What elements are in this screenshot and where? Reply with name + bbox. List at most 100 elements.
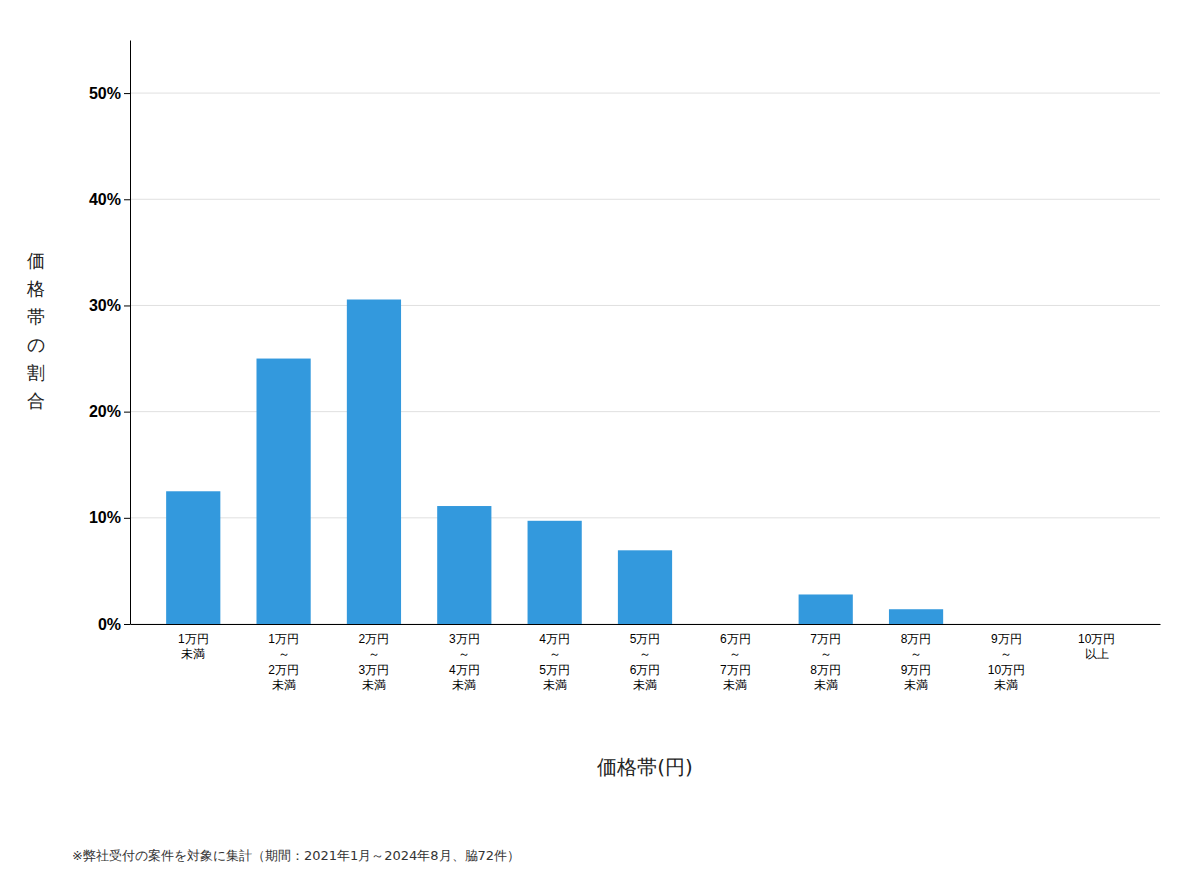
- x-tick-label-line: 未満: [181, 647, 205, 661]
- x-tick-label-line: 未満: [633, 678, 657, 692]
- y-tick-label: 0%: [98, 616, 121, 633]
- bar: [889, 609, 943, 624]
- x-tick-label: 1万円～ 2万円未満: [268, 632, 299, 693]
- y-tick: 40%: [89, 191, 130, 208]
- x-tick-label-line: 7万円: [810, 632, 841, 646]
- x-tick-label-line: ～: [458, 647, 470, 661]
- x-tick: 6万円～ 7万円未満: [720, 632, 751, 693]
- x-tick-label-line: ～: [368, 647, 380, 661]
- x-tick: 1万円未満: [178, 632, 209, 662]
- bar: [618, 550, 672, 624]
- bar: [256, 359, 310, 624]
- x-tick-label-line: 5万円: [539, 663, 570, 677]
- bar: [528, 521, 582, 624]
- footnote: ※弊社受付の案件を対象に集計（期間：2021年1月～2024年8月、脇72件）: [72, 848, 520, 863]
- y-axis-title-char: 帯: [27, 306, 45, 327]
- x-tick-label-line: 3万円: [359, 663, 390, 677]
- x-tick-label-line: 4万円: [539, 632, 570, 646]
- grid-line: [130, 93, 1160, 94]
- x-tick-label: 3万円～ 4万円未満: [449, 632, 480, 693]
- bar: [437, 506, 491, 624]
- x-tick-label: 10万円以上: [1078, 632, 1115, 662]
- x-tick-label-line: 10万円: [1078, 632, 1115, 646]
- chart: 0%10%20%30%40%50%1万円未満1万円～2万円未満2万円～3万円未満…: [0, 0, 1200, 874]
- x-tick-label-line: 未満: [814, 678, 838, 692]
- x-axis-line: [131, 624, 1161, 625]
- x-tick-label-line: 3万円: [449, 632, 480, 646]
- x-tick-label: 5万円～ 6万円未満: [630, 632, 661, 693]
- bar: [799, 594, 853, 624]
- y-tick-mark: [124, 412, 130, 413]
- x-tick-label: 2万円～ 3万円未満: [359, 632, 390, 693]
- y-tick-mark: [124, 518, 130, 519]
- x-tick: 4万円～5万円未満: [539, 632, 570, 693]
- x-tick-label-line: ～: [729, 647, 741, 661]
- bar: [347, 300, 401, 624]
- x-tick-label-line: 6万円: [720, 632, 751, 646]
- x-tick-label-line: 未満: [723, 678, 747, 692]
- y-tick-mark: [124, 93, 130, 94]
- x-tick-label-line: 以上: [1085, 647, 1109, 661]
- x-tick-label-line: 9万円: [991, 632, 1022, 646]
- x-tick: 2万円～ 3万円未満: [359, 632, 390, 693]
- grid-line: [130, 305, 1160, 306]
- x-tick-label-line: 1万円: [178, 632, 209, 646]
- y-tick: 0%: [98, 616, 130, 633]
- bar: [979, 624, 1033, 625]
- y-tick: 10%: [89, 509, 130, 526]
- y-axis-title-char: 合: [27, 390, 45, 411]
- y-tick-label: 10%: [89, 509, 121, 526]
- x-tick-label-line: 10万円: [988, 663, 1025, 677]
- x-axis-title: 価格帯(円): [597, 755, 693, 779]
- x-tick-label-line: 8万円: [810, 663, 841, 677]
- x-tick-label-line: 未満: [994, 678, 1018, 692]
- x-tick-label-line: ～: [278, 647, 290, 661]
- x-tick: 5万円～ 6万円未満: [630, 632, 661, 693]
- plot-area: 0%10%20%30%40%50%1万円未満1万円～2万円未満2万円～3万円未満…: [89, 41, 1161, 693]
- y-tick-label: 40%: [89, 191, 121, 208]
- x-tick-label-line: ～: [820, 647, 832, 661]
- x-tick-label-line: 2万円: [268, 663, 299, 677]
- y-axis-title-char: 格: [26, 278, 45, 299]
- x-tick-label-line: 9万円: [901, 663, 932, 677]
- y-axis: 0% 10% 20% 30% 40% 50%: [89, 41, 131, 633]
- x-tick-label-line: 4万円: [449, 663, 480, 677]
- x-tick: 10万円以上: [1078, 632, 1115, 662]
- x-tick: 1万円～ 2万円未満: [268, 632, 299, 693]
- x-tick-label-line: 1万円: [268, 632, 299, 646]
- x-tick: 8万円～9万円未満: [901, 632, 932, 693]
- x-tick-label-line: 6万円: [630, 663, 661, 677]
- x-tick-label-line: 2万円: [359, 632, 390, 646]
- y-tick: 20%: [89, 403, 130, 420]
- y-axis-title: 価格帯の割合: [26, 250, 45, 411]
- x-tick-label-line: 未満: [904, 678, 928, 692]
- bar: [708, 624, 762, 625]
- x-tick: 7万円～ 8万円未満: [810, 632, 841, 693]
- y-tick-label: 50%: [89, 85, 121, 102]
- y-tick: 30%: [89, 297, 130, 314]
- y-tick-mark: [124, 305, 130, 306]
- y-tick-label: 20%: [89, 403, 121, 420]
- grid: [130, 93, 1160, 624]
- y-tick-mark: [124, 199, 130, 200]
- x-tick-label-line: 7万円: [720, 663, 751, 677]
- y-axis-title-char: の: [27, 334, 45, 355]
- x-tick-label-line: ～: [639, 647, 651, 661]
- y-axis-line: [130, 41, 131, 625]
- y-tick-mark: [124, 624, 130, 625]
- y-tick-label: 30%: [89, 297, 121, 314]
- x-tick-label-line: 8万円: [901, 632, 932, 646]
- bars: [166, 300, 943, 624]
- x-tick-label-line: ～: [549, 647, 561, 661]
- y-tick: 50%: [89, 85, 130, 102]
- x-tick: 3万円～ 4万円未満: [449, 632, 480, 693]
- x-tick-label-line: 未満: [452, 678, 476, 692]
- x-tick-label-line: ～: [1000, 647, 1012, 661]
- x-tick-label: 6万円～ 7万円未満: [720, 632, 751, 693]
- bar: [1070, 624, 1124, 625]
- x-tick-label-line: 未満: [272, 678, 296, 692]
- y-axis-title-char: 割: [27, 362, 45, 383]
- x-tick-label: 1万円未満: [178, 632, 209, 662]
- x-tick-label-line: 未満: [362, 678, 386, 692]
- x-tick-label-line: 5万円: [630, 632, 661, 646]
